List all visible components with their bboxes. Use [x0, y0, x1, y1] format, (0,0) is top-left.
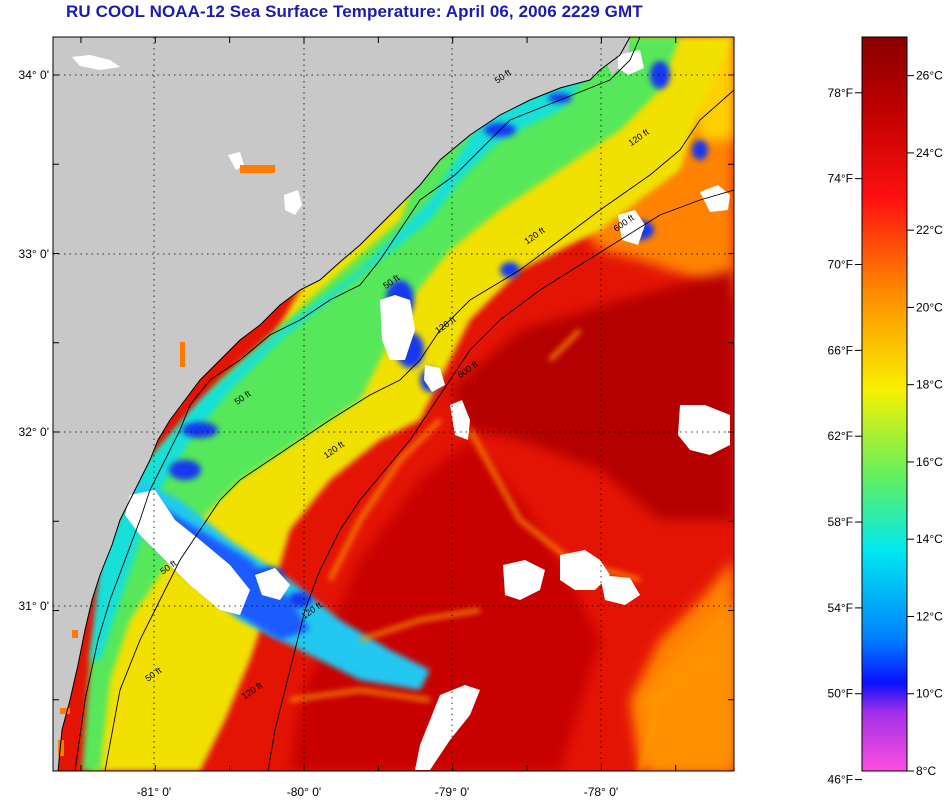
colorbar-ticks: [855, 75, 914, 781]
fahrenheit-labels: 78°F 74°F 70°F 66°F 62°F 58°F 54°F 50°F 46°F: [828, 86, 853, 787]
lon-label: -78° 0': [584, 785, 618, 799]
longitude-labels: -81° 0' -80° 0' -79° 0' -78° 0': [137, 785, 618, 799]
fahrenheit-label: 78°F: [828, 86, 853, 100]
coastline: [57, 37, 631, 771]
land-noise: [58, 165, 275, 756]
latitude-labels: 34° 0' 33° 0' 32° 0' 31° 0': [19, 68, 49, 613]
colorbar-gradient: [861, 36, 908, 772]
fahrenheit-label: 62°F: [828, 429, 853, 443]
fahrenheit-label: 66°F: [828, 343, 853, 357]
celsius-label: 8°C: [916, 764, 936, 778]
bathymetry-contours: [74, 37, 734, 771]
celsius-label: 18°C: [916, 378, 943, 392]
celsius-label: 20°C: [916, 300, 943, 314]
fahrenheit-label: 70°F: [828, 257, 853, 271]
outer-banks: [605, 37, 630, 75]
celsius-label: 12°C: [916, 609, 943, 623]
fahrenheit-label: 50°F: [828, 687, 853, 701]
celsius-label: 22°C: [916, 223, 943, 237]
map-title: RU COOL NOAA-12 Sea Surface Temperature:…: [66, 2, 643, 21]
lat-label: 32° 0': [19, 425, 49, 439]
contour-600ft: [267, 189, 734, 771]
fahrenheit-label: 58°F: [828, 515, 853, 529]
graticule: [53, 37, 734, 771]
lon-label: -81° 0': [137, 785, 171, 799]
color-legend: 78°F 74°F 70°F 66°F 62°F 58°F 54°F 50°F 46°F 26°…: [828, 36, 943, 787]
land-mass: [53, 37, 630, 771]
celsius-label: 24°C: [916, 146, 943, 160]
offshore-orange-bottom: [640, 600, 734, 771]
fahrenheit-label: 46°F: [828, 773, 853, 787]
frame-ticks: [53, 37, 734, 771]
cloud-masks: [72, 50, 730, 770]
map-frame: [52, 36, 735, 772]
gulf-stream-core: [450, 270, 734, 520]
celsius-label: 14°C: [916, 532, 943, 546]
lat-label: 33° 0': [19, 247, 49, 261]
contour-50ft: [74, 37, 641, 771]
celsius-labels: 26°C 24°C 22°C 20°C 18°C 16°C 14°C 12°C 10°C 8°C: [916, 69, 943, 778]
lat-label: 31° 0': [19, 599, 49, 613]
contour-120ft: [104, 89, 734, 771]
lon-label: -80° 0': [287, 785, 321, 799]
fahrenheit-label: 74°F: [828, 172, 853, 186]
lat-label: 34° 0': [19, 68, 49, 82]
celsius-label: 16°C: [916, 455, 943, 469]
celsius-label: 26°C: [916, 69, 943, 83]
lon-label: -79° 0': [435, 785, 469, 799]
fahrenheit-label: 54°F: [828, 601, 853, 615]
celsius-label: 10°C: [916, 687, 943, 701]
